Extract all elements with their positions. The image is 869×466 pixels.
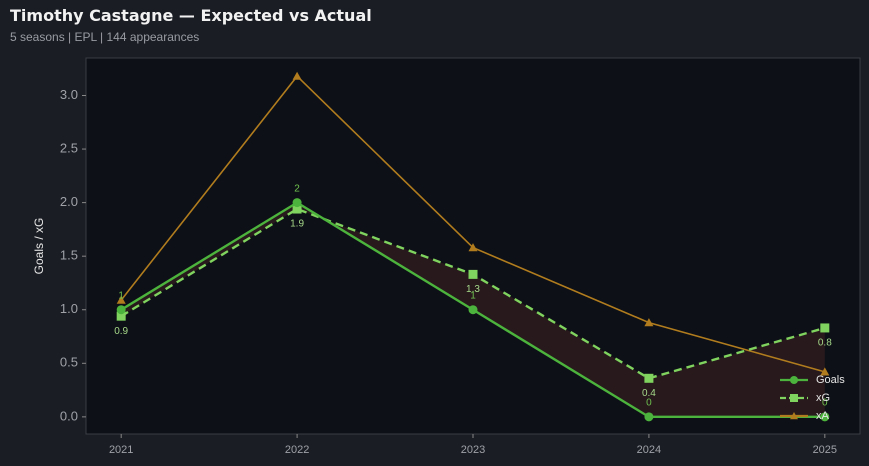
y-tick-label: 3.0 <box>60 87 78 102</box>
value-label: 0.8 <box>818 338 832 349</box>
y-tick-label: 0.0 <box>60 408 78 423</box>
value-label: 1.9 <box>290 219 304 230</box>
legend: Goals xG xA <box>780 374 845 422</box>
chart-subtitle: 5 seasons | EPL | 144 appearances <box>10 30 200 44</box>
point <box>644 373 654 383</box>
point <box>292 204 302 214</box>
x-tick-label: 2023 <box>461 444 485 456</box>
value-label: 0.9 <box>114 326 128 337</box>
point <box>820 367 830 376</box>
legend-marker <box>790 376 798 384</box>
x-tick-label: 2024 <box>637 444 661 456</box>
point <box>468 269 478 279</box>
point <box>292 198 302 208</box>
y-tick-label: 1.0 <box>60 301 78 316</box>
value-label: 0 <box>646 398 652 409</box>
point <box>644 412 654 422</box>
point <box>116 305 126 315</box>
y-tick-label: 2.0 <box>60 194 78 209</box>
y-tick-label: 0.5 <box>60 355 78 370</box>
value-label: 0.4 <box>642 388 656 399</box>
legend-marker <box>790 394 798 402</box>
legend-label: xG <box>816 392 830 404</box>
x-tick-label: 2022 <box>285 444 309 456</box>
point <box>468 305 478 315</box>
value-label: 1.3 <box>466 284 480 295</box>
point <box>468 243 478 252</box>
gap-area <box>121 202 825 417</box>
point <box>292 71 302 80</box>
point <box>820 412 830 422</box>
legend-label: xA <box>816 410 830 422</box>
point <box>644 318 654 327</box>
legend-label: Goals <box>816 374 845 386</box>
x-tick-label: 2025 <box>813 444 837 456</box>
legend-marker <box>790 412 798 420</box>
point <box>820 323 830 333</box>
y-axis-label: Goals / xG <box>32 218 46 275</box>
point <box>116 295 126 304</box>
value-label: 1 <box>470 290 476 301</box>
y-tick-label: 2.5 <box>60 140 78 155</box>
chart-title: Timothy Castagne — Expected vs Actual <box>10 6 372 25</box>
value-label: 1 <box>118 290 124 301</box>
y-tick-label: 1.5 <box>60 248 78 263</box>
value-label: 2 <box>294 183 300 194</box>
value-label: 0 <box>822 398 828 409</box>
point <box>116 311 126 321</box>
x-tick-label: 2021 <box>109 444 133 456</box>
